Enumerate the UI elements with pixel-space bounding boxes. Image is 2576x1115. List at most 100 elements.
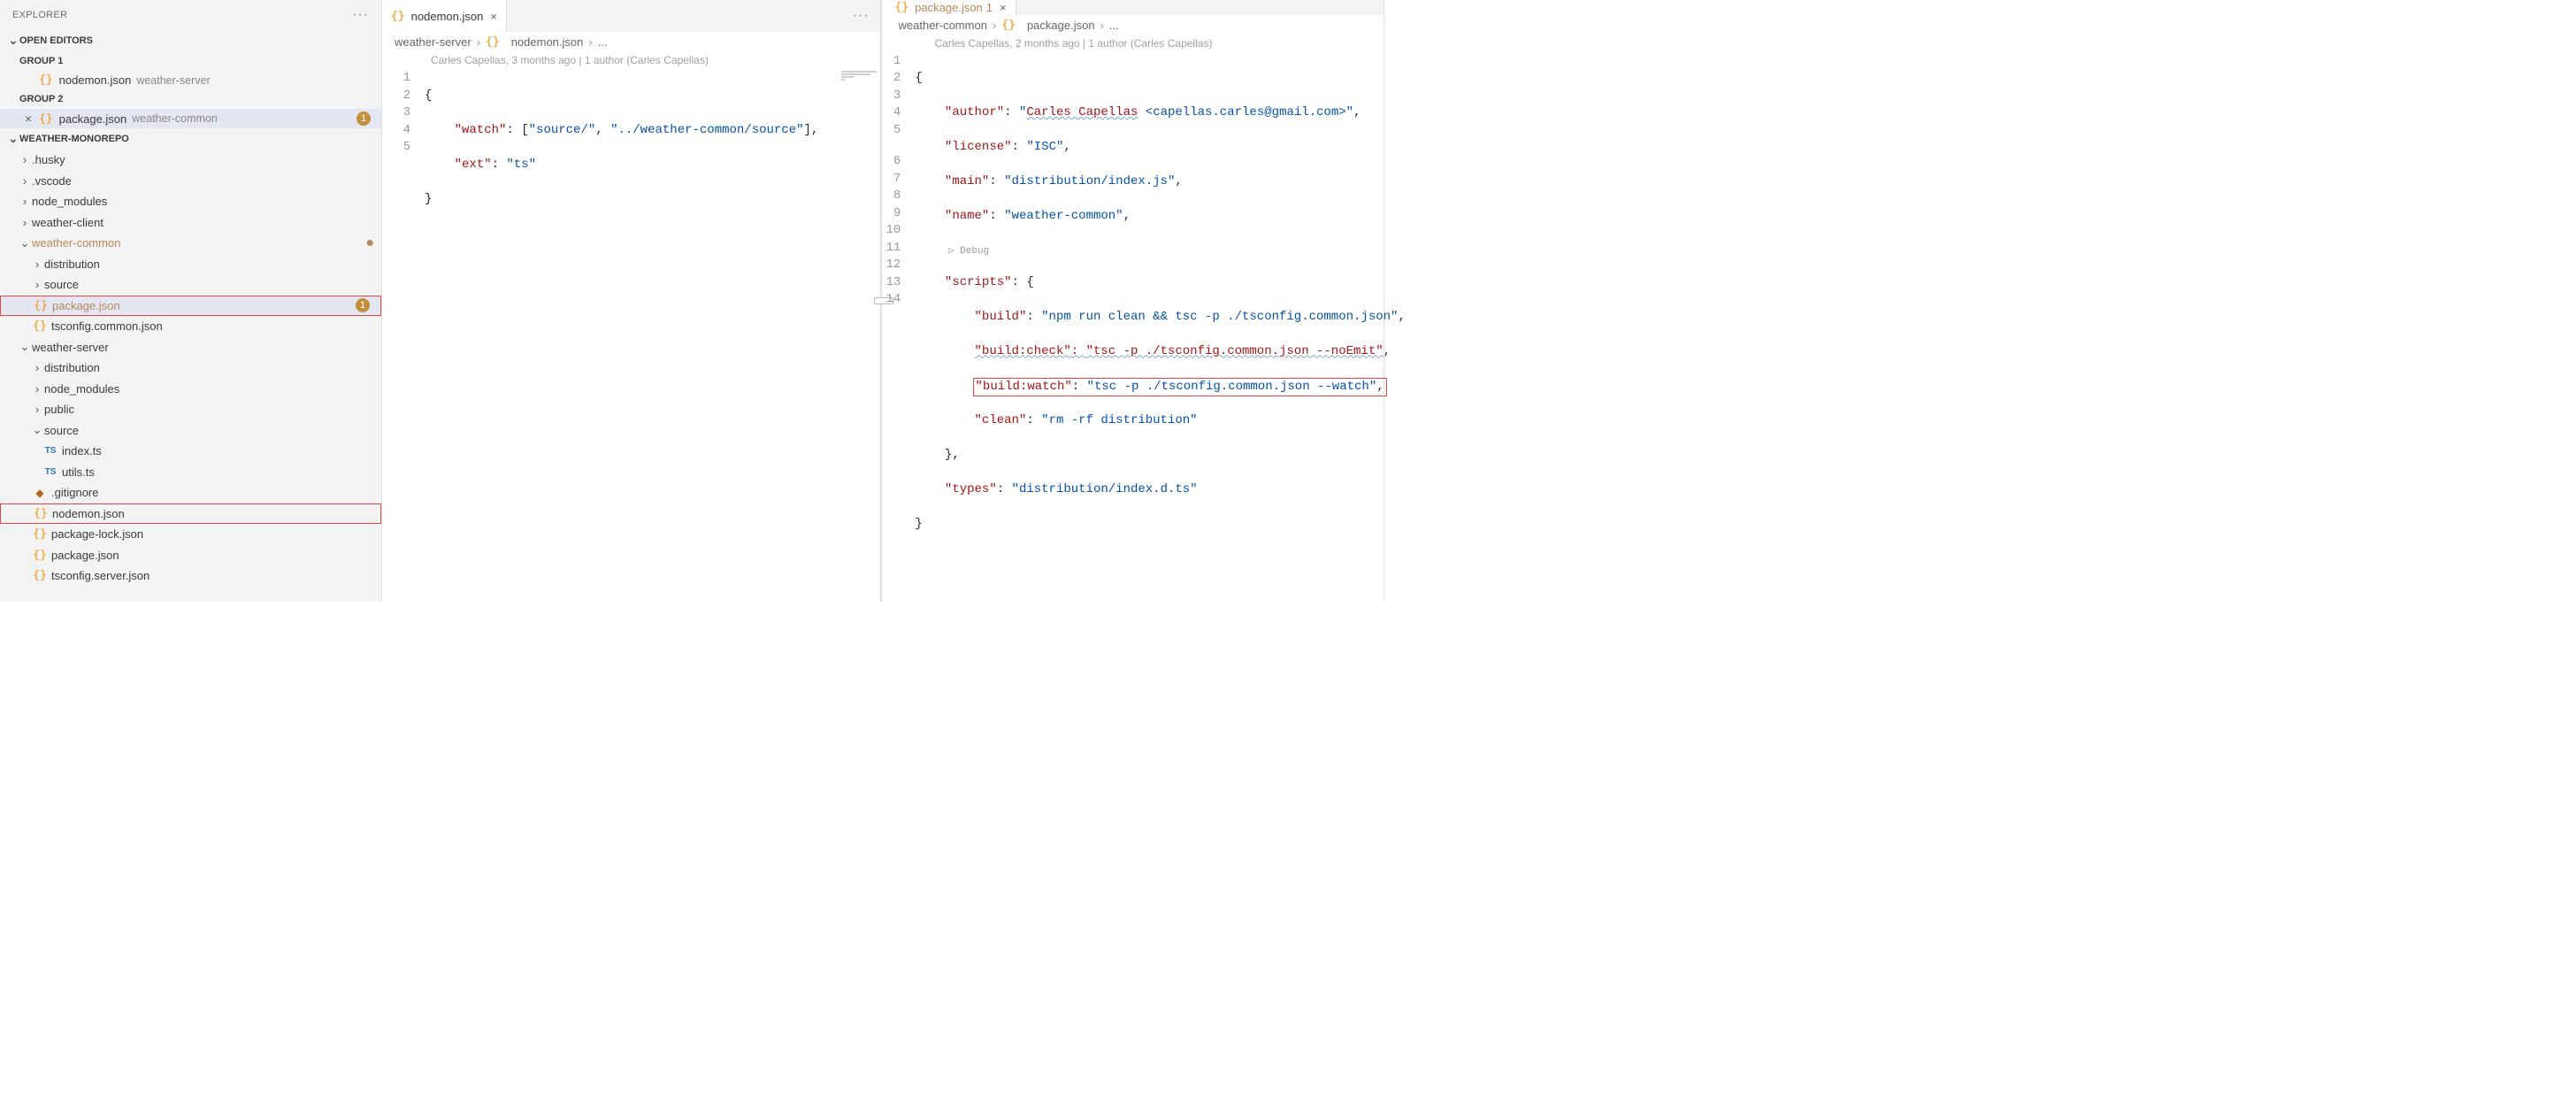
- project-section[interactable]: ⌄ WEATHER-MONOREPO: [0, 128, 381, 150]
- open-editor-dir: weather-common: [132, 112, 218, 125]
- chevron-right-icon: ›: [993, 19, 996, 32]
- project-label: WEATHER-MONOREPO: [19, 134, 129, 144]
- problems-badge: 1: [356, 112, 371, 126]
- json-icon: {}: [39, 112, 53, 126]
- chevron-right-icon: ›: [30, 278, 44, 291]
- file-ws-index[interactable]: TSindex.ts: [0, 441, 381, 462]
- code-content[interactable]: { "watch": ["source/", "../weather-commo…: [425, 70, 880, 277]
- problems-badge: 1: [356, 298, 370, 312]
- crumb-more: ...: [1109, 19, 1119, 32]
- folder-ws-source[interactable]: ⌄source: [0, 420, 381, 442]
- chevron-down-icon: ⌄: [18, 236, 32, 250]
- tab-package[interactable]: {} package.json 1 ×: [886, 0, 1016, 15]
- open-editor-file: nodemon.json: [59, 73, 132, 87]
- folder-weather-client[interactable]: ›weather-client: [0, 212, 381, 234]
- code-content[interactable]: { "author": "Carles Capellas <capellas.c…: [915, 53, 1406, 603]
- line-gutter: 12345: [382, 70, 425, 277]
- breadcrumb-left[interactable]: weather-server › {} nodemon.json › ...: [382, 32, 880, 52]
- chevron-right-icon: ›: [1100, 19, 1104, 32]
- close-icon[interactable]: ×: [1000, 1, 1007, 14]
- file-gitignore[interactable]: ◆.gitignore: [0, 482, 381, 504]
- crumb-more: ...: [598, 35, 608, 49]
- chevron-right-icon: ›: [18, 153, 32, 166]
- folder-wc-distribution[interactable]: ›distribution: [0, 254, 381, 275]
- file-wc-package[interactable]: {}package.json1: [0, 296, 381, 317]
- editor-group-2: {} package.json 1 × weather-common › {} …: [886, 0, 1385, 602]
- crumb-folder: weather-server: [395, 35, 472, 49]
- json-icon: {}: [32, 549, 48, 562]
- ts-icon: TS: [42, 446, 58, 456]
- open-editors-section[interactable]: ⌄ OPEN EDITORS: [0, 30, 381, 51]
- folder-weather-server[interactable]: ⌄weather-server: [0, 337, 381, 358]
- chevron-right-icon: ›: [477, 35, 480, 49]
- git-blame-left: Carles Capellas, 3 months ago | 1 author…: [382, 52, 880, 70]
- json-icon: {}: [391, 10, 405, 23]
- explorer-header: EXPLORER ···: [0, 0, 381, 30]
- file-nodemon[interactable]: {}nodemon.json: [0, 504, 381, 525]
- code-editor-left[interactable]: 12345 { "watch": ["source/", "../weather…: [382, 70, 880, 277]
- chevron-right-icon: ›: [18, 216, 32, 229]
- debug-codelens[interactable]: ▷ Debug: [945, 246, 989, 257]
- file-tree: ›.husky ›.vscode ›node_modules ›weather-…: [0, 150, 381, 587]
- folder-node-modules[interactable]: ›node_modules: [0, 191, 381, 212]
- minimap[interactable]: [838, 70, 880, 277]
- folder-ws-node-modules[interactable]: ›node_modules: [0, 379, 381, 400]
- chevron-down-icon: ⌄: [30, 423, 44, 437]
- file-package[interactable]: {}package.json: [0, 545, 381, 566]
- editor-more-icon[interactable]: ···: [842, 0, 880, 32]
- crumb-file: package.json: [1027, 19, 1095, 32]
- chevron-right-icon: ›: [30, 258, 44, 271]
- close-icon[interactable]: ×: [25, 112, 39, 126]
- close-icon[interactable]: ×: [490, 10, 497, 23]
- json-icon: {}: [1001, 19, 1016, 32]
- ts-icon: TS: [42, 467, 58, 477]
- file-ws-utils[interactable]: TSutils.ts: [0, 462, 381, 483]
- editor-group-1: {} nodemon.json × ··· weather-server › {…: [382, 0, 881, 602]
- folder-vscode[interactable]: ›.vscode: [0, 171, 381, 192]
- tab-bar-right: {} package.json 1 ×: [886, 0, 1384, 15]
- git-blame-right: Carles Capellas, 2 months ago | 1 author…: [886, 35, 1384, 53]
- json-icon: {}: [32, 319, 48, 333]
- group-2-label: GROUP 2: [0, 89, 381, 109]
- json-icon: {}: [895, 1, 909, 14]
- tab-label: package.json: [915, 1, 983, 14]
- folder-weather-common[interactable]: ⌄weather-common●: [0, 233, 381, 254]
- file-tsconfig-server[interactable]: {}tsconfig.server.json: [0, 565, 381, 587]
- open-editor-dir: weather-server: [136, 74, 210, 87]
- open-editor-file: package.json: [59, 112, 127, 126]
- chevron-down-icon: ⌄: [18, 340, 32, 354]
- folder-ws-distribution[interactable]: ›distribution: [0, 358, 381, 379]
- gitignore-icon: ◆: [32, 487, 48, 499]
- folder-wc-source[interactable]: ›source: [0, 274, 381, 296]
- chevron-right-icon: ›: [18, 195, 32, 208]
- json-icon: {}: [32, 569, 48, 582]
- explorer-sidebar: EXPLORER ··· ⌄ OPEN EDITORS GROUP 1 {} n…: [0, 0, 382, 602]
- json-icon: {}: [32, 527, 48, 541]
- tab-nodemon[interactable]: {} nodemon.json ×: [382, 0, 507, 32]
- file-package-lock[interactable]: {}package-lock.json: [0, 524, 381, 545]
- code-editor-right[interactable]: 1234567891011121314 { "author": "Carles …: [886, 53, 1384, 603]
- chevron-right-icon: ›: [588, 35, 592, 49]
- json-icon: {}: [33, 507, 49, 520]
- json-icon: {}: [39, 73, 53, 87]
- group-1-label: GROUP 1: [0, 51, 381, 71]
- chevron-right-icon: ›: [30, 382, 44, 396]
- crumb-folder: weather-common: [899, 19, 987, 32]
- chevron-right-icon: ›: [18, 174, 32, 188]
- line-gutter: 1234567891011121314: [886, 53, 916, 603]
- tab-label: nodemon.json: [411, 10, 484, 23]
- chevron-right-icon: ›: [30, 361, 44, 374]
- chevron-right-icon: ›: [30, 403, 44, 416]
- open-editor-package[interactable]: × {} package.json weather-common 1: [0, 109, 381, 128]
- crumb-file: nodemon.json: [511, 35, 584, 49]
- json-icon: {}: [33, 299, 49, 312]
- file-wc-tsconfig[interactable]: {}tsconfig.common.json: [0, 316, 381, 337]
- open-editor-nodemon[interactable]: {} nodemon.json weather-server: [0, 71, 381, 89]
- folder-husky[interactable]: ›.husky: [0, 150, 381, 171]
- breadcrumb-right[interactable]: weather-common › {} package.json › ...: [886, 15, 1384, 35]
- chevron-down-icon: ⌄: [7, 34, 19, 48]
- explorer-more-icon[interactable]: ···: [352, 7, 369, 23]
- modified-dot-icon: ●: [365, 235, 374, 251]
- folder-ws-public[interactable]: ›public: [0, 399, 381, 420]
- problems-count: 1: [986, 1, 993, 14]
